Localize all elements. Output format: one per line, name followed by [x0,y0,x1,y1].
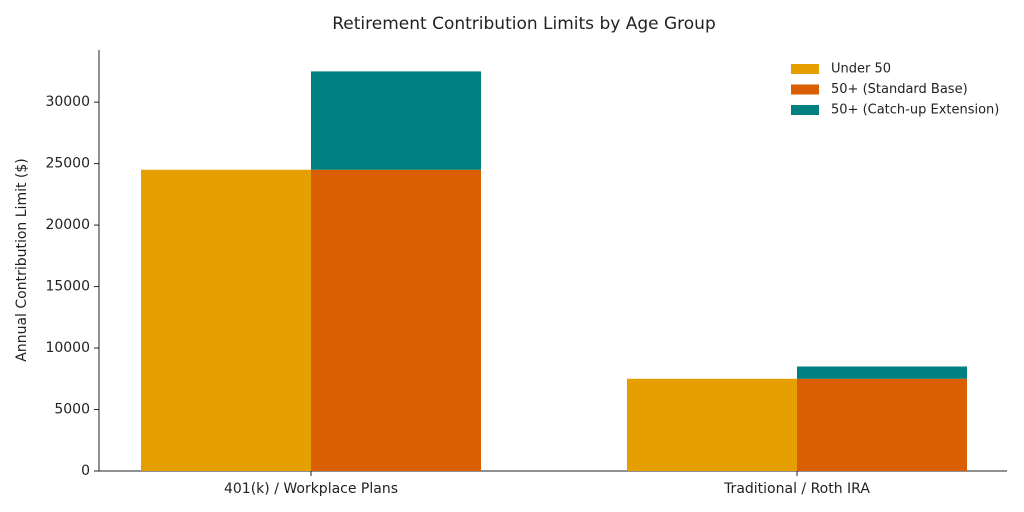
y-axis-label: Annual Contribution Limit ($) [14,158,30,361]
chart-title: Retirement Contribution Limits by Age Gr… [332,14,716,34]
x-tick-label: Traditional / Roth IRA [723,481,870,497]
legend-swatch [791,84,819,95]
bar [797,378,967,471]
y-tick-label: 15000 [45,279,90,295]
legend-label: Under 50 [831,62,891,77]
y-tick-label: 0 [81,463,90,479]
legend-label: 50+ (Catch-up Extension) [831,103,999,118]
legend-swatch [791,64,819,74]
bar [141,169,311,471]
legend-label: 50+ (Standard Base) [831,82,968,97]
bar [311,71,481,170]
bar [311,169,481,471]
legend-swatch [791,105,819,115]
y-tick-label: 5000 [54,402,90,418]
y-tick-label: 10000 [45,340,90,356]
y-tick-label: 20000 [45,217,90,233]
bar [797,366,967,379]
x-tick-label: 401(k) / Workplace Plans [224,481,398,497]
bar [627,378,797,471]
y-tick-label: 25000 [45,156,90,172]
y-tick-label: 30000 [45,94,90,110]
